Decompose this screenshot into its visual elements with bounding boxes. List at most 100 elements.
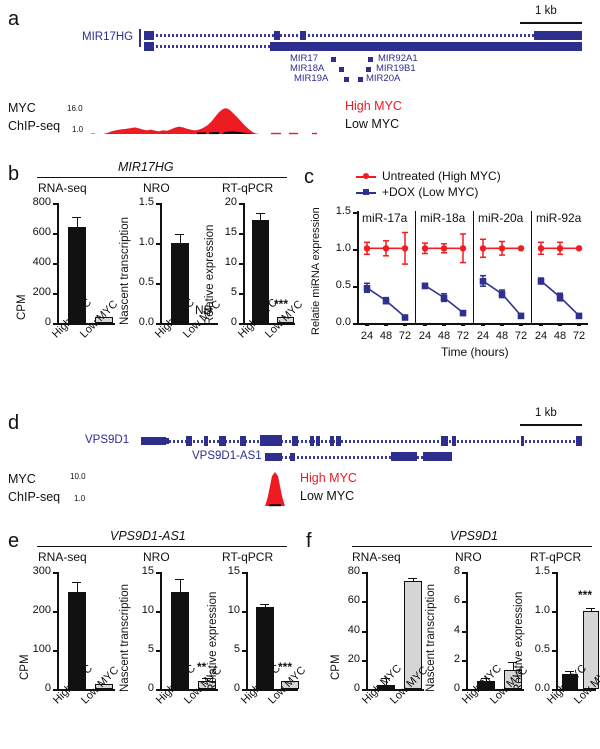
panel-e-chart-1-ylabel: Nascent transcription (119, 583, 131, 692)
panel-b-chart-0-xaxis (57, 323, 115, 325)
panel-c-group-0-title: miR-17a (362, 211, 408, 225)
panel-b-chart-2-ytick-4: 20 (224, 196, 237, 208)
gene-bracket-a (139, 29, 141, 47)
chip-seq-track-a (85, 108, 317, 135)
chip-name-line1-a: MYC (8, 101, 36, 115)
panel-f-chart-2-errcap-1 (586, 608, 595, 610)
panel-e-chart-2-ytick-0: 0 (233, 682, 240, 694)
panel-c-g3-xtick-0: 24 (534, 330, 548, 342)
panel-f-chart-1-err-0 (485, 678, 487, 682)
panel-b-chart-0-ytick-4: 800 (32, 196, 51, 208)
scale-label-a: 1 kb (535, 5, 557, 17)
panel-letter-b: b (8, 163, 20, 185)
mirna-label-mir20a: MIR20A (366, 73, 401, 84)
panel-f-chart-2-ytick-3: 1.5 (534, 565, 550, 577)
panel-e-chart-1-subtitle: NRO (143, 550, 170, 564)
gene-label-vps9d1-as1: VPS9D1-AS1 (192, 450, 262, 462)
panel-b-chart-1-err-0 (179, 234, 181, 245)
chip-legend-high-a: High MYC (345, 99, 402, 113)
chip-axis-min-a: 1.0 (72, 125, 84, 134)
panel-b-chart-2-ytick-3: 15 (224, 226, 237, 238)
vps9d1-exon-4 (219, 436, 226, 446)
panel-b-chart-1-ytick-1: 0.5 (138, 276, 154, 288)
panel-e-chart-2-yaxis (246, 572, 248, 690)
panel-b-chart-2-err-0 (260, 213, 262, 222)
panel-c-group-1-title: miR-18a (420, 211, 466, 225)
panel-c-group-3-title: miR-92a (536, 211, 582, 225)
panel-c-g0-xtick-1: 48 (379, 330, 393, 342)
panel-c-ytick-3: 1.5 (335, 205, 351, 217)
panel-b-chart-0-ytick-3: 600 (32, 226, 51, 238)
panel-e-chart-1-errcap-0 (175, 579, 184, 581)
chip-name-line2-a: ChIP-seq (8, 119, 61, 133)
panel-f-chart-1-errcap-0 (481, 678, 490, 680)
gene-label-vps9d1: VPS9D1 (85, 434, 130, 446)
chip-axis-max-d: 10.0 (70, 472, 86, 481)
panel-b-chart-2-ylabel: Relative expression (204, 224, 216, 325)
panel-b-chart-0-err-0 (76, 217, 78, 229)
panel-e-chart-0-errcap-0 (72, 582, 81, 584)
panel-e-chart-0-subtitle: RNA-seq (38, 550, 87, 564)
panel-e-chart-1-err-1 (206, 678, 208, 682)
panel-f-chart-0-yaxis (366, 572, 368, 690)
panel-c-ylabel: Relatie miRNA expression (310, 207, 322, 335)
panel-f-chart-0-xaxis (366, 689, 424, 691)
mirna-marker-mir18a (339, 67, 344, 72)
panel-b-chart-0-ytick-1: 200 (32, 286, 51, 298)
vps9d1-exon-1b (164, 438, 169, 444)
panel-e-chart-0-xaxis (57, 689, 115, 691)
panel-b-chart-1-xaxis (160, 323, 218, 325)
panel-f-chart-2-errcap-0 (565, 671, 574, 673)
panel-f-chart-2-ytick-0: 0.0 (534, 682, 550, 694)
panel-c-xlabel: Time (hours) (441, 345, 509, 359)
mirna-label-mir17: MIR17 (290, 53, 318, 64)
vps9d1-exon-2 (186, 436, 192, 446)
panel-e-chart-2-ytick-3: 15 (227, 565, 240, 577)
transcript-1-exon-4 (534, 31, 582, 40)
panel-b-chart-0-ytick-2: 400 (32, 256, 51, 268)
panel-b-chart-0-yaxis (57, 203, 59, 324)
vps9d1-exon-1 (141, 437, 166, 445)
vps9d1-intron (141, 440, 582, 443)
panel-c-g1-xtick-2: 72 (456, 330, 470, 342)
panel-e-chart-2-err-0 (264, 604, 266, 608)
mirna-marker-mir17 (331, 57, 336, 62)
panel-e-chart-0-bar-1 (95, 684, 113, 689)
panel-c-group-2-series (479, 238, 525, 320)
panel-c-group-2-title: miR-20a (478, 211, 524, 225)
panel-e-title: VPS9D1-AS1 (110, 529, 186, 543)
panel-c-g3-xtick-1: 48 (553, 330, 567, 342)
panel-c-separator-3 (531, 211, 533, 324)
transcript-2-exon-1 (144, 42, 154, 51)
panel-f-chart-1-xaxis (466, 689, 524, 691)
panel-f-chart-2-yaxis (556, 572, 558, 690)
panel-c-g2-xtick-1: 48 (495, 330, 509, 342)
panel-e-chart-0-ytick-2: 200 (32, 604, 51, 616)
panel-c-separator-2 (473, 211, 475, 324)
panel-f-title: VPS9D1 (450, 529, 498, 543)
panel-f-chart-1-err-1 (512, 662, 514, 671)
vps9d1-exon-15 (576, 436, 582, 446)
panel-e-chart-1-xaxis (160, 689, 218, 691)
chip-legend-low-a: Low MYC (345, 117, 400, 131)
vps9d1-exon-10 (330, 436, 334, 446)
panel-b-chart-1-errcap-0 (175, 234, 184, 236)
chip-legend-low-d: Low MYC (300, 489, 355, 503)
panel-f-chart-0-ytick-0: 0 (353, 682, 360, 694)
panel-e-chart-0-ytick-0: 0 (44, 682, 51, 694)
panel-e-chart-0-err-0 (76, 582, 78, 594)
mirna-marker-mir19b1 (366, 67, 371, 72)
panel-e-chart-1-ytick-2: 10 (141, 604, 154, 616)
panel-b-chart-2-significance: *** (274, 297, 289, 311)
panel-e-chart-2-ytick-2: 10 (227, 604, 240, 616)
panel-f-chart-2-xaxis (556, 689, 596, 691)
transcript-1-exon-3 (300, 31, 306, 40)
panel-b-chart-2-errcap-0 (256, 213, 265, 215)
panel-letter-d: d (8, 412, 20, 434)
panel-c-group-1-series (421, 233, 467, 317)
legend-marker-untreated (363, 173, 369, 179)
panel-e-chart-1-ytick-1: 5 (147, 643, 154, 655)
panel-e-chart-2-subtitle: RT-qPCR (222, 550, 274, 564)
panel-f-chart-0-err-1 (412, 578, 414, 582)
panel-e-chart-1-ytick-0: 0 (147, 682, 154, 694)
